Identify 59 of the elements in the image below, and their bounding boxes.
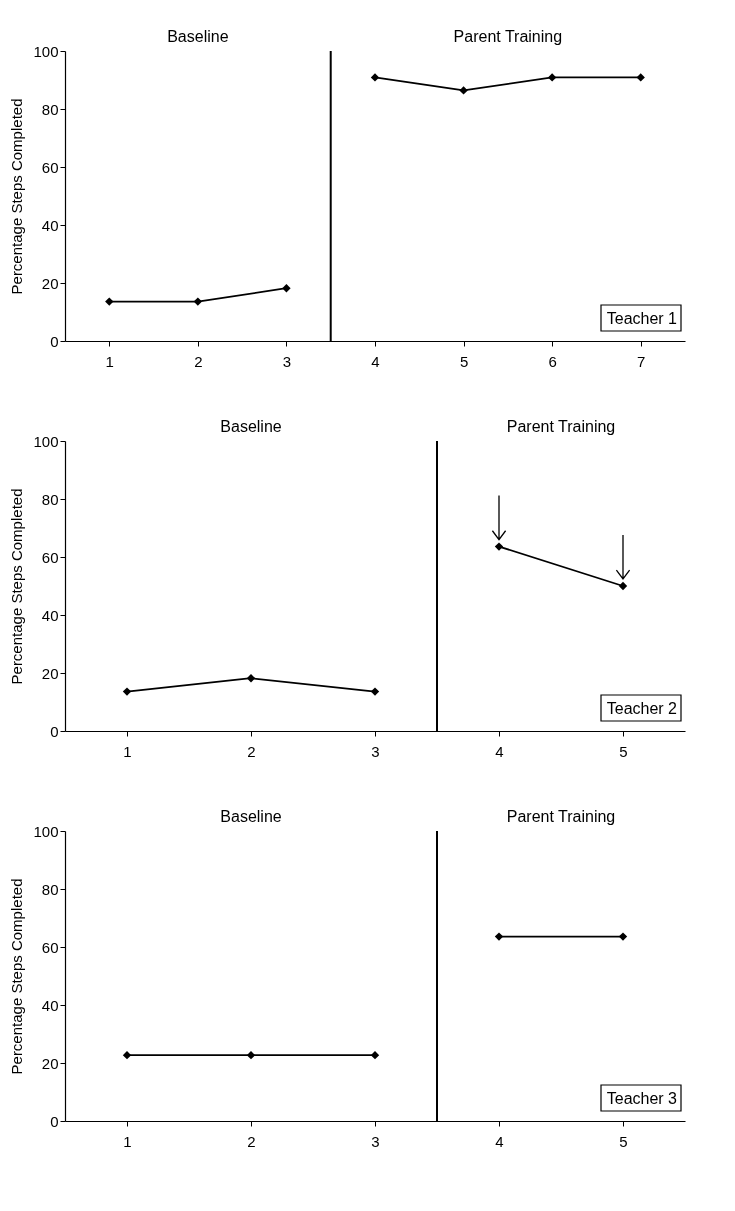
point <box>246 674 256 683</box>
x-tick-label: 5 <box>459 352 469 370</box>
text: Parent Training <box>453 28 563 45</box>
x-tick-label: 3 <box>282 352 292 370</box>
x-tick-label: 3 <box>371 1132 380 1150</box>
y-axis-title: Percentage Steps Completed <box>8 878 26 1075</box>
text: Baseline <box>220 808 282 825</box>
annotation: Teacher 1 <box>606 310 678 327</box>
x-tick-label: 4 <box>495 742 504 760</box>
point <box>193 297 203 306</box>
x-tick-label: 5 <box>619 1132 628 1150</box>
x-tick-label: 5 <box>619 742 628 760</box>
x-tick-label: 2 <box>247 742 256 760</box>
y-tick-label: 0 <box>50 1112 59 1130</box>
x-tick-label: 6 <box>548 352 557 370</box>
x-tick-label: 4 <box>495 1132 504 1150</box>
text: Parent Training <box>506 418 616 435</box>
point <box>105 297 114 306</box>
y-tick-label: 60 <box>41 938 59 956</box>
y-tick-label: 100 <box>33 432 59 450</box>
x-tick-label: 1 <box>123 742 132 760</box>
x-tick-label: 7 <box>637 352 646 370</box>
text: Parent Training <box>506 808 616 825</box>
text: Baseline <box>220 418 282 435</box>
point <box>370 73 380 82</box>
point <box>122 687 132 696</box>
y-tick-label: 40 <box>41 996 59 1014</box>
point <box>636 73 645 82</box>
y-tick-label: 80 <box>41 490 59 508</box>
y-tick-label: 0 <box>50 722 59 740</box>
x-tick-label: 3 <box>371 742 380 760</box>
annotation: Teacher 3 <box>606 1090 678 1107</box>
y-tick-label: 60 <box>41 548 59 566</box>
x-tick-label: 2 <box>247 1132 256 1150</box>
y-tick-label: 80 <box>41 100 59 118</box>
x-tick-label: 1 <box>105 352 114 370</box>
y-axis-title: Percentage Steps Completed <box>8 98 26 295</box>
x-tick-label: 1 <box>123 1132 132 1150</box>
text: Baseline <box>167 28 229 45</box>
y-tick-label: 100 <box>33 42 59 60</box>
x-tick-label: 4 <box>371 352 380 370</box>
point <box>370 687 380 696</box>
point <box>547 73 557 82</box>
y-tick-label: 100 <box>33 822 59 840</box>
annotation: Teacher 2 <box>606 700 678 717</box>
point <box>459 86 468 95</box>
point <box>494 542 504 551</box>
y-tick-label: 60 <box>41 158 59 176</box>
y-tick-label: 80 <box>41 880 59 898</box>
y-tick-label: 20 <box>41 274 59 292</box>
y-tick-label: 0 <box>50 332 59 350</box>
y-tick-label: 20 <box>41 1054 59 1072</box>
y-axis-title: Percentage Steps Completed <box>8 488 26 685</box>
x-tick-label: 2 <box>194 352 203 370</box>
y-tick-label: 40 <box>41 606 59 624</box>
point <box>618 581 628 591</box>
point <box>282 284 291 293</box>
y-tick-label: 20 <box>41 664 59 682</box>
y-tick-label: 40 <box>41 216 59 234</box>
